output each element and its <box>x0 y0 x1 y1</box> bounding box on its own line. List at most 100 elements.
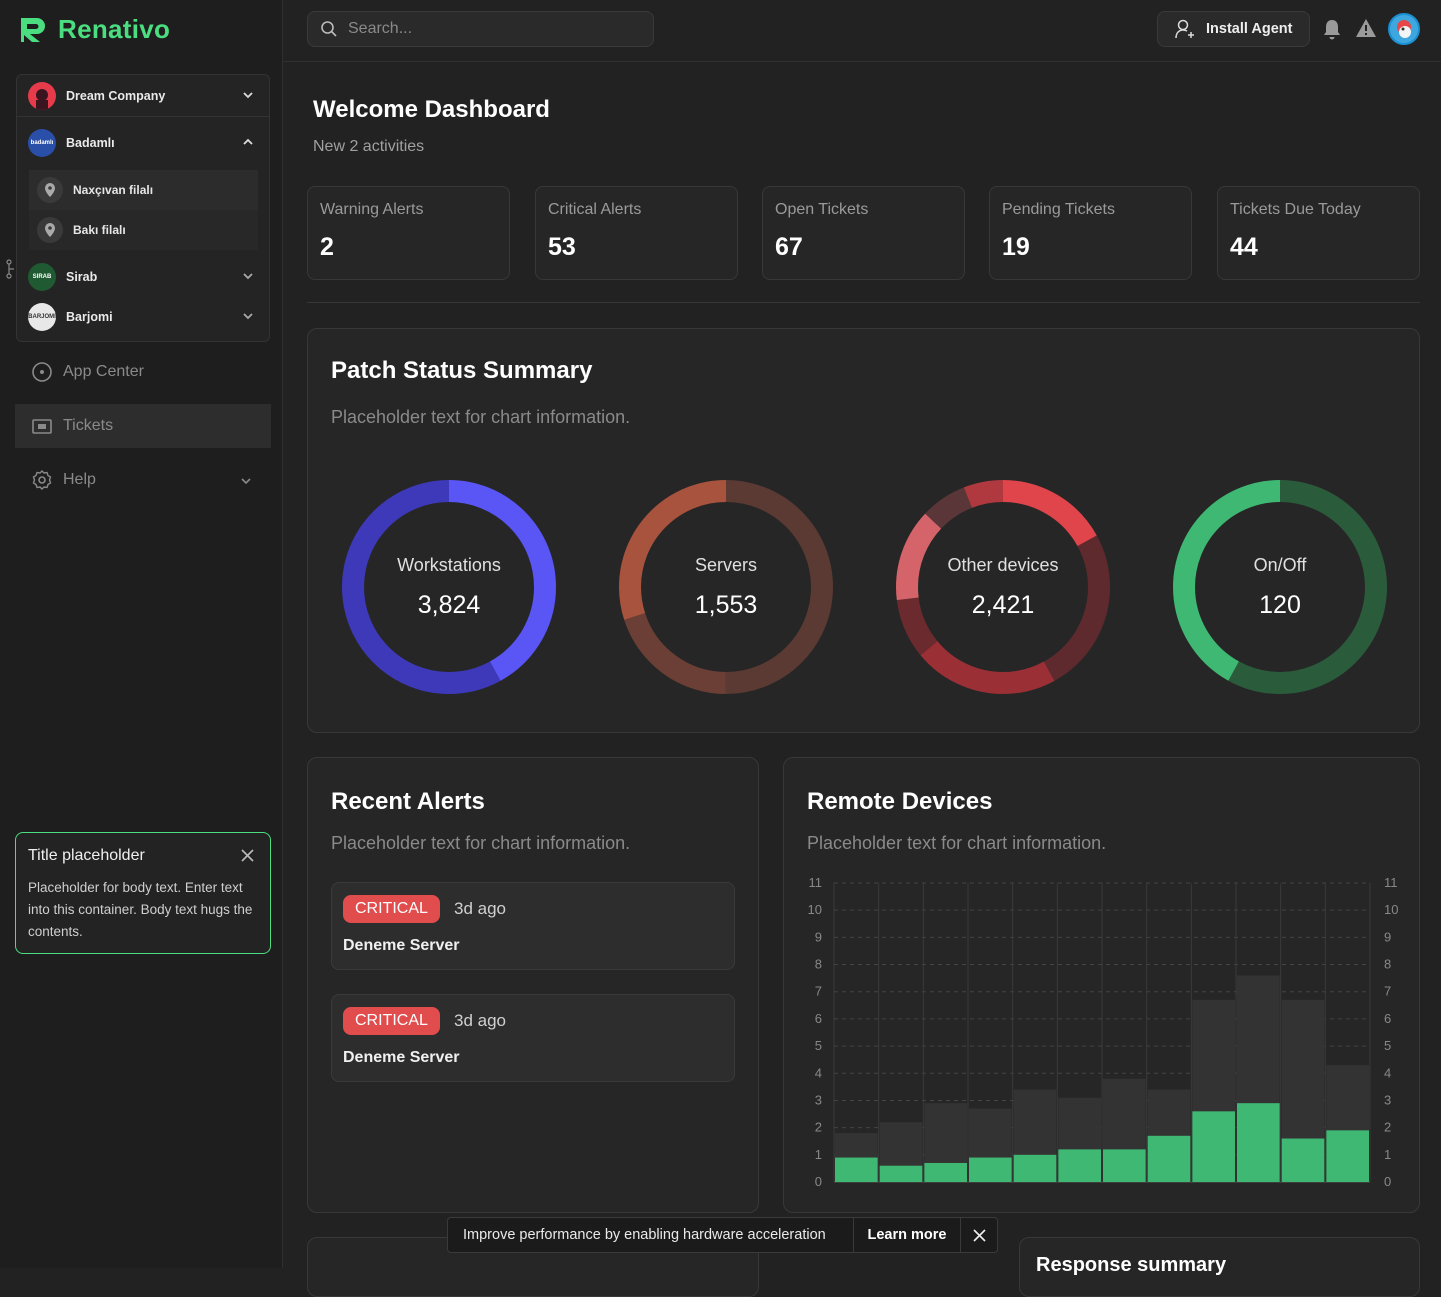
stat-value: 44 <box>1230 233 1258 261</box>
y-tick-label-left: 3 <box>815 1092 822 1107</box>
nav-label: Help <box>63 471 96 488</box>
nav-label: Tickets <box>63 417 114 434</box>
bell-icon[interactable] <box>1322 18 1342 40</box>
panel-subtitle: Placeholder text for chart information. <box>331 833 631 853</box>
company-name: Barjomi <box>66 310 113 324</box>
stat-card-warning-alerts[interactable]: Warning Alerts 2 <box>307 186 510 280</box>
y-tick-label-right: 11 <box>1384 875 1398 890</box>
branch-item-naxcivan[interactable]: Naxçıvan filalı <box>29 170 258 210</box>
chevron-down-icon[interactable] <box>241 269 255 283</box>
install-agent-button[interactable]: Install Agent <box>1157 11 1310 47</box>
stat-card-open-tickets[interactable]: Open Tickets 67 <box>762 186 965 280</box>
stat-card-tickets-due-today[interactable]: Tickets Due Today 44 <box>1217 186 1420 280</box>
donut-segment[interactable] <box>1173 480 1387 694</box>
donut-segment[interactable] <box>896 480 1110 694</box>
bar-series-1[interactable] <box>1192 1111 1235 1182</box>
sidebar: Renativo Dream Company badamlı Badamlı N… <box>0 0 283 1268</box>
page-subtitle: New 2 activities <box>313 138 425 155</box>
company-avatar: badamlı <box>28 129 56 157</box>
company-switcher: Dream Company badamlı Badamlı Naxçıvan f… <box>16 74 270 342</box>
y-tick-label-left: 8 <box>815 957 822 972</box>
close-icon[interactable] <box>241 849 254 862</box>
y-tick-label-left: 9 <box>815 929 822 944</box>
company-row-dream[interactable]: Dream Company <box>17 76 269 116</box>
company-row-sirab[interactable]: SIRAB Sirab <box>17 257 269 297</box>
warning-icon[interactable] <box>1355 18 1377 38</box>
alert-item[interactable]: CRITICAL 3d ago Deneme Server <box>331 994 735 1082</box>
bar-series-1[interactable] <box>1103 1149 1146 1182</box>
remote-devices-panel: Remote Devices Placeholder text for char… <box>783 757 1420 1213</box>
donut-value: 120 <box>1259 591 1301 619</box>
donut-servers[interactable]: Servers 1,553 <box>618 479 834 695</box>
donut-label: Workstations <box>397 555 501 575</box>
renativo-logo-icon <box>21 17 45 42</box>
bar-series-1[interactable] <box>924 1162 967 1182</box>
bar-series-1[interactable] <box>1013 1154 1057 1182</box>
y-tick-label-right: 8 <box>1384 957 1391 972</box>
company-avatar: BARJOMI <box>28 303 56 331</box>
donut-segment[interactable] <box>896 480 1110 694</box>
branch-tree-icon <box>6 259 14 279</box>
section-divider <box>307 302 1420 303</box>
company-name: Sirab <box>66 270 98 284</box>
bar-series-1[interactable] <box>835 1157 878 1182</box>
donut-on-off[interactable]: On/Off 120 <box>1172 479 1388 695</box>
stat-value: 19 <box>1002 233 1030 261</box>
chevron-down-icon[interactable] <box>241 309 255 323</box>
nav-tickets[interactable]: Tickets <box>15 404 271 448</box>
search-box[interactable] <box>307 11 654 47</box>
alert-device-name: Deneme Server <box>343 937 460 954</box>
donut-segment[interactable] <box>342 480 556 694</box>
donut-ring <box>342 480 556 694</box>
donut-segment[interactable] <box>896 480 1110 694</box>
chevron-up-icon[interactable] <box>241 135 255 149</box>
add-user-icon <box>1175 19 1194 39</box>
search-input[interactable] <box>348 20 628 38</box>
nav-label: App Center <box>63 363 144 380</box>
branch-name: Naxçıvan filalı <box>73 183 154 197</box>
location-pin-icon <box>37 217 63 243</box>
stat-card-pending-tickets[interactable]: Pending Tickets 19 <box>989 186 1192 280</box>
bar-series-1[interactable] <box>1237 1103 1280 1182</box>
learn-more-button[interactable]: Learn more <box>853 1218 961 1252</box>
donut-other-devices[interactable]: Other devices 2,421 <box>895 479 1111 695</box>
close-icon <box>972 1228 986 1242</box>
bar-series-1[interactable] <box>879 1165 923 1182</box>
company-row-badamli[interactable]: badamlı Badamlı <box>17 123 269 163</box>
user-avatar[interactable] <box>1388 13 1420 45</box>
top-bar: Install Agent <box>283 0 1441 62</box>
y-tick-label-left: 2 <box>815 1120 822 1135</box>
chevron-down-icon[interactable] <box>241 88 255 102</box>
app-center-icon <box>32 362 52 382</box>
company-row-barjomi[interactable]: BARJOMI Barjomi <box>17 297 269 337</box>
recent-alerts-panel: Recent Alerts Placeholder text for chart… <box>307 757 759 1213</box>
donut-workstations[interactable]: Workstations 3,824 <box>341 479 557 695</box>
y-tick-label-right: 4 <box>1384 1065 1391 1080</box>
bar-series-1[interactable] <box>1058 1149 1101 1182</box>
y-tick-label-left: 4 <box>815 1065 822 1080</box>
chevron-down-icon[interactable] <box>239 474 253 488</box>
nav-help[interactable]: Help <box>15 458 271 502</box>
stat-card-critical-alerts[interactable]: Critical Alerts 53 <box>535 186 738 280</box>
bar-series-1[interactable] <box>969 1157 1012 1182</box>
y-tick-label-left: 10 <box>808 902 822 917</box>
bar-series-1[interactable] <box>1147 1135 1191 1182</box>
toast-close-button[interactable] <box>961 1228 997 1242</box>
y-tick-label-right: 3 <box>1384 1092 1391 1107</box>
info-toast-card: Title placeholder Placeholder for body t… <box>15 832 271 954</box>
alert-device-name: Deneme Server <box>343 1049 460 1066</box>
y-tick-label-right: 10 <box>1384 902 1398 917</box>
bar-series-1[interactable] <box>1326 1130 1369 1182</box>
branch-item-baki[interactable]: Bakı filalı <box>29 210 258 250</box>
logo[interactable]: Renativo <box>18 14 170 45</box>
donut-label: On/Off <box>1253 555 1307 575</box>
nav-app-center[interactable]: App Center <box>15 350 271 394</box>
donut-label: Servers <box>694 555 757 575</box>
bar-series-1[interactable] <box>1281 1138 1325 1182</box>
alert-item[interactable]: CRITICAL 3d ago Deneme Server <box>331 882 735 970</box>
toast-body: Placeholder for body text. Enter text in… <box>28 880 253 939</box>
donut-segment[interactable] <box>619 480 833 694</box>
donut-segment[interactable] <box>896 480 1110 694</box>
location-pin-icon <box>37 177 63 203</box>
